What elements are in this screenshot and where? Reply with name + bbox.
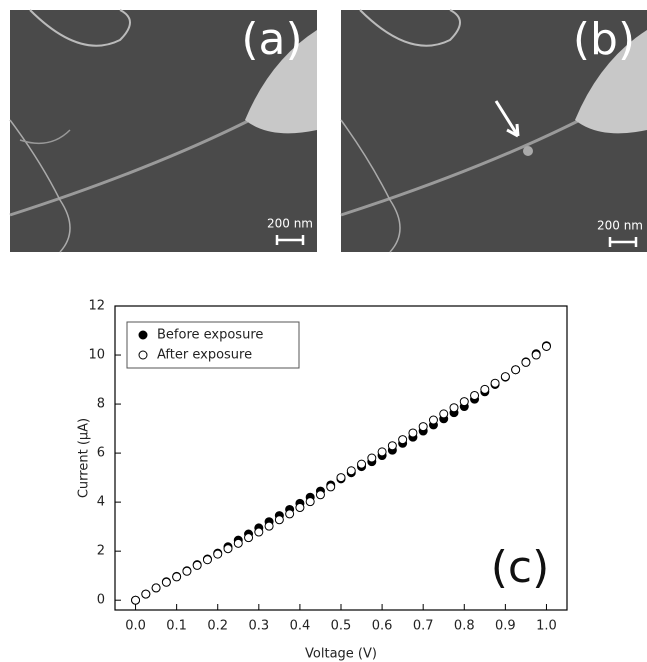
x-tick-label: 0.2 (207, 619, 228, 634)
x-tick-label: 1.0 (536, 619, 557, 634)
data-point (491, 379, 499, 387)
data-point (142, 590, 150, 598)
x-tick-label: 0.3 (248, 619, 269, 634)
data-point (378, 448, 386, 456)
data-point (255, 528, 263, 536)
data-point (245, 534, 253, 542)
y-tick-label: 12 (88, 299, 105, 314)
data-point (450, 404, 458, 412)
figure: (a) 200 nm (b) 200 nm Voltage (V) Curren… (0, 0, 647, 662)
scale-label: 200 nm (597, 219, 643, 233)
x-tick-label: 0.8 (454, 619, 475, 634)
chart: Voltage (V) Current (μA) (c) 0.0 0.1 0.2 0.… (77, 299, 568, 662)
data-point (224, 545, 232, 553)
data-point (368, 454, 376, 462)
data-point (306, 498, 314, 506)
data-point (429, 416, 437, 424)
sem-image-b: (b) 200 nm (341, 10, 647, 252)
legend-label: After exposure (157, 348, 252, 363)
data-point (542, 342, 550, 350)
data-point (399, 436, 407, 444)
legend-label: Before exposure (157, 328, 263, 343)
panel-label: (b) (573, 14, 635, 65)
x-tick-label: 0.1 (166, 619, 187, 634)
data-point (316, 491, 324, 499)
data-point (347, 467, 355, 475)
y-tick-label: 4 (97, 495, 105, 510)
data-point (419, 423, 427, 431)
scale-label: 200 nm (267, 217, 313, 231)
x-axis-label: Voltage (V) (305, 647, 377, 662)
sem-image-a: (a) 200 nm (10, 10, 317, 252)
data-point (173, 573, 181, 581)
data-point (388, 442, 396, 450)
y-tick-label: 10 (88, 348, 105, 363)
y-tick-label: 6 (97, 446, 105, 461)
data-point (337, 474, 345, 482)
legend-marker (139, 331, 147, 339)
data-point (327, 483, 335, 491)
data-point (203, 556, 211, 564)
data-point (152, 584, 160, 592)
data-point (501, 373, 509, 381)
annotation: (c) (491, 542, 550, 593)
data-point (440, 410, 448, 418)
data-point (286, 510, 294, 518)
x-tick-label: 0.5 (331, 619, 352, 634)
data-point (275, 516, 283, 524)
data-point (193, 561, 201, 569)
data-point (183, 567, 191, 575)
data-point (512, 366, 520, 374)
legend-marker (139, 351, 147, 359)
x-tick-label: 0.0 (125, 619, 146, 634)
data-point (214, 550, 222, 558)
data-point (358, 460, 366, 468)
data-point (234, 539, 242, 547)
data-point (409, 429, 417, 437)
x-tick-label: 0.7 (413, 619, 434, 634)
y-tick-label: 2 (97, 544, 105, 559)
data-point (481, 385, 489, 393)
y-tick-label: 0 (97, 593, 105, 608)
y-tick-label: 8 (97, 397, 105, 412)
data-point (460, 398, 468, 406)
x-tick-label: 0.6 (372, 619, 393, 634)
panel-label: (a) (241, 14, 302, 65)
x-tick-label: 0.4 (290, 619, 311, 634)
data-point (532, 351, 540, 359)
data-point (296, 504, 304, 512)
data-point (162, 578, 170, 586)
x-tick-label: 0.9 (495, 619, 516, 634)
data-point (522, 358, 530, 366)
data-point (265, 522, 273, 530)
data-point (471, 391, 479, 399)
y-axis-label: Current (μA) (77, 418, 92, 498)
data-point (132, 596, 140, 604)
